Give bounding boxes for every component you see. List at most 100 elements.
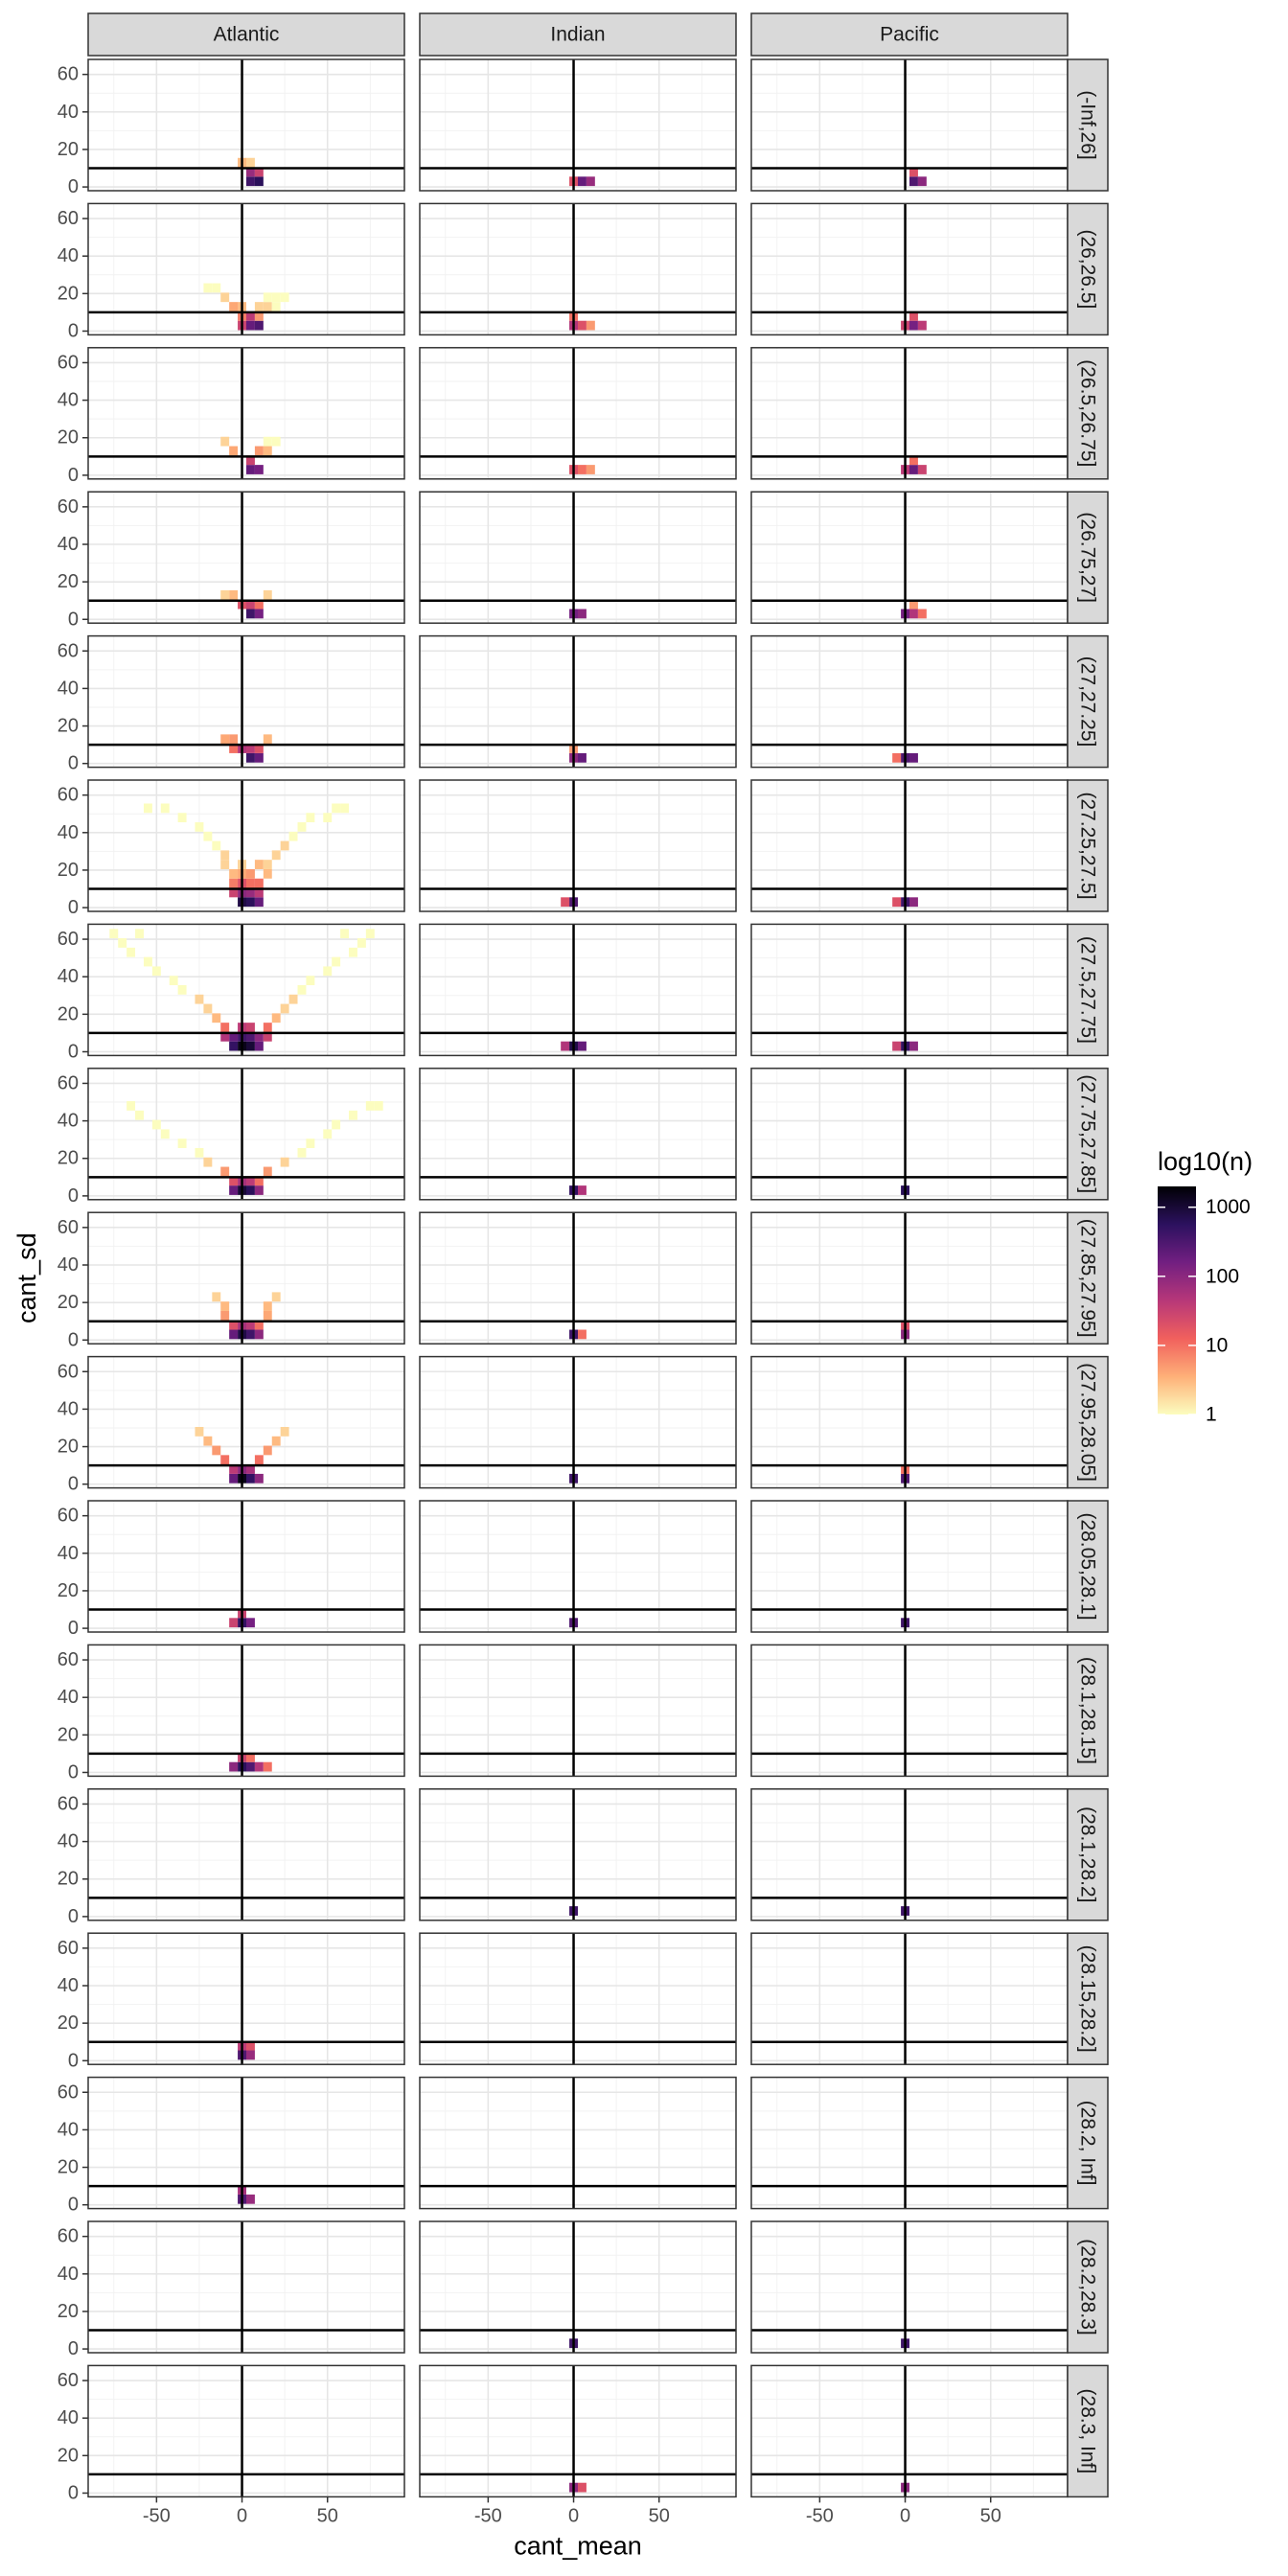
heatmap-cell — [203, 1436, 213, 1446]
facet-panel — [87, 2220, 405, 2354]
panel-border — [419, 923, 737, 1057]
facet-panel — [87, 202, 405, 336]
heatmap-cell — [220, 589, 230, 600]
panel-background — [751, 1644, 1068, 1777]
heatmap-cell — [263, 860, 272, 869]
heatmap-cell — [917, 320, 927, 331]
y-axis: 0 20 40 60 — [58, 2370, 88, 2503]
y-tick-label: 20 — [58, 2445, 79, 2466]
panel-background — [751, 780, 1068, 911]
y-tick-label: 40 — [58, 534, 79, 555]
y-tick-label: 60 — [58, 2370, 79, 2391]
row-strip: (28.1,28.2] — [1067, 1788, 1109, 1921]
panel-background — [420, 59, 736, 191]
heatmap-cell — [246, 1031, 255, 1042]
heatmap-cell — [917, 465, 927, 474]
heatmap-cell — [254, 744, 264, 753]
y-axis: 0 20 40 60 — [58, 1217, 88, 1350]
y-tick-label: 0 — [68, 320, 79, 341]
facet-panel — [750, 1788, 1069, 1921]
heatmap-cell — [586, 320, 595, 331]
heatmap-cell — [297, 985, 307, 995]
heatmap-cell — [271, 850, 281, 861]
heatmap-cell — [246, 1752, 255, 1762]
y-tick-label: 0 — [68, 465, 79, 486]
heatmap-cell — [892, 752, 902, 763]
y-axis: 0 20 40 60 — [58, 352, 88, 486]
heatmap-cell — [229, 1176, 239, 1186]
row-strip: (27,27.25] — [1067, 634, 1109, 769]
facet-panel — [750, 2364, 1069, 2498]
heatmap-cell — [892, 897, 902, 908]
heatmap-cell — [177, 1138, 187, 1148]
panel-border — [419, 202, 737, 336]
heatmap-cell — [203, 283, 213, 293]
heatmap-cell — [254, 1761, 264, 1772]
row-strip-background — [1067, 923, 1109, 1057]
heatmap-cell — [220, 734, 230, 745]
heatmap-cell — [254, 878, 264, 888]
heatmap-cell — [246, 455, 255, 466]
panel-background — [420, 1212, 736, 1345]
heatmap-cell — [306, 976, 315, 986]
y-tick-label: 20 — [58, 1580, 79, 1601]
panel-background — [751, 2077, 1068, 2209]
heatmap-cell — [229, 1473, 239, 1484]
x-tick-label: 0 — [568, 2505, 579, 2526]
heatmap-cell — [297, 822, 307, 832]
heatmap-cell — [254, 1320, 264, 1330]
panel-background — [420, 492, 736, 624]
heatmap-cell — [263, 1166, 272, 1177]
y-tick-label: 40 — [58, 2119, 79, 2140]
heatmap-cell — [263, 446, 272, 456]
legend-break-label: 10 — [1206, 1334, 1228, 1356]
row-strip: (28.15,28.2] — [1067, 1932, 1109, 2065]
heatmap-cell — [263, 589, 272, 600]
heatmap-cell — [254, 860, 264, 869]
facet-panel — [87, 2076, 405, 2210]
heatmap-cell — [246, 744, 255, 753]
heatmap-cell — [212, 283, 221, 293]
facet-panel — [87, 2364, 405, 2498]
heatmap-cell — [195, 1147, 204, 1158]
heatmap-cell — [126, 1101, 136, 1111]
heatmap-cell — [229, 302, 239, 311]
panel-border — [419, 1068, 737, 1201]
x-tick-label: -50 — [143, 2505, 171, 2526]
y-tick-label: 0 — [68, 176, 79, 197]
heatmap-cell — [160, 803, 170, 814]
heatmap-cell — [306, 813, 315, 823]
row-strip-background — [1067, 1355, 1109, 1489]
panel-border — [419, 491, 737, 624]
y-tick-label: 0 — [68, 1618, 79, 1639]
heatmap-cell — [246, 1618, 255, 1628]
heatmap-cell — [909, 176, 918, 187]
panel-border — [419, 58, 737, 192]
heatmap-cell — [229, 1761, 239, 1772]
y-tick-label: 60 — [58, 208, 79, 229]
heatmap-cell — [151, 1119, 161, 1130]
y-tick-label: 40 — [58, 1543, 79, 1564]
facet-panel — [419, 58, 737, 192]
y-tick-label: 40 — [58, 1398, 79, 1419]
y-tick-label: 60 — [58, 1506, 79, 1527]
heatmap-cell — [143, 956, 152, 967]
heatmap-cell — [220, 1031, 230, 1042]
panel-border — [87, 491, 405, 624]
panel-border — [419, 779, 737, 912]
row-strip-label: (28.3, Inf] — [1077, 2389, 1099, 2474]
panel-background — [751, 1501, 1068, 1632]
facet-panel — [419, 2364, 737, 2498]
heatmap-cell — [220, 1310, 230, 1321]
row-strip-label: (26.5,26.75] — [1077, 359, 1099, 467]
y-tick-label: 0 — [68, 2195, 79, 2216]
heatmap-cell — [246, 320, 255, 331]
panel-background — [420, 924, 736, 1056]
facet-panel — [419, 1932, 737, 2065]
x-tick-label: 50 — [980, 2505, 1001, 2526]
column-strip: Pacific — [750, 12, 1069, 57]
row-strip-background — [1067, 2076, 1109, 2210]
facet-panel — [87, 1211, 405, 1345]
row-strip-background — [1067, 58, 1109, 192]
heatmap-cell — [229, 878, 239, 888]
